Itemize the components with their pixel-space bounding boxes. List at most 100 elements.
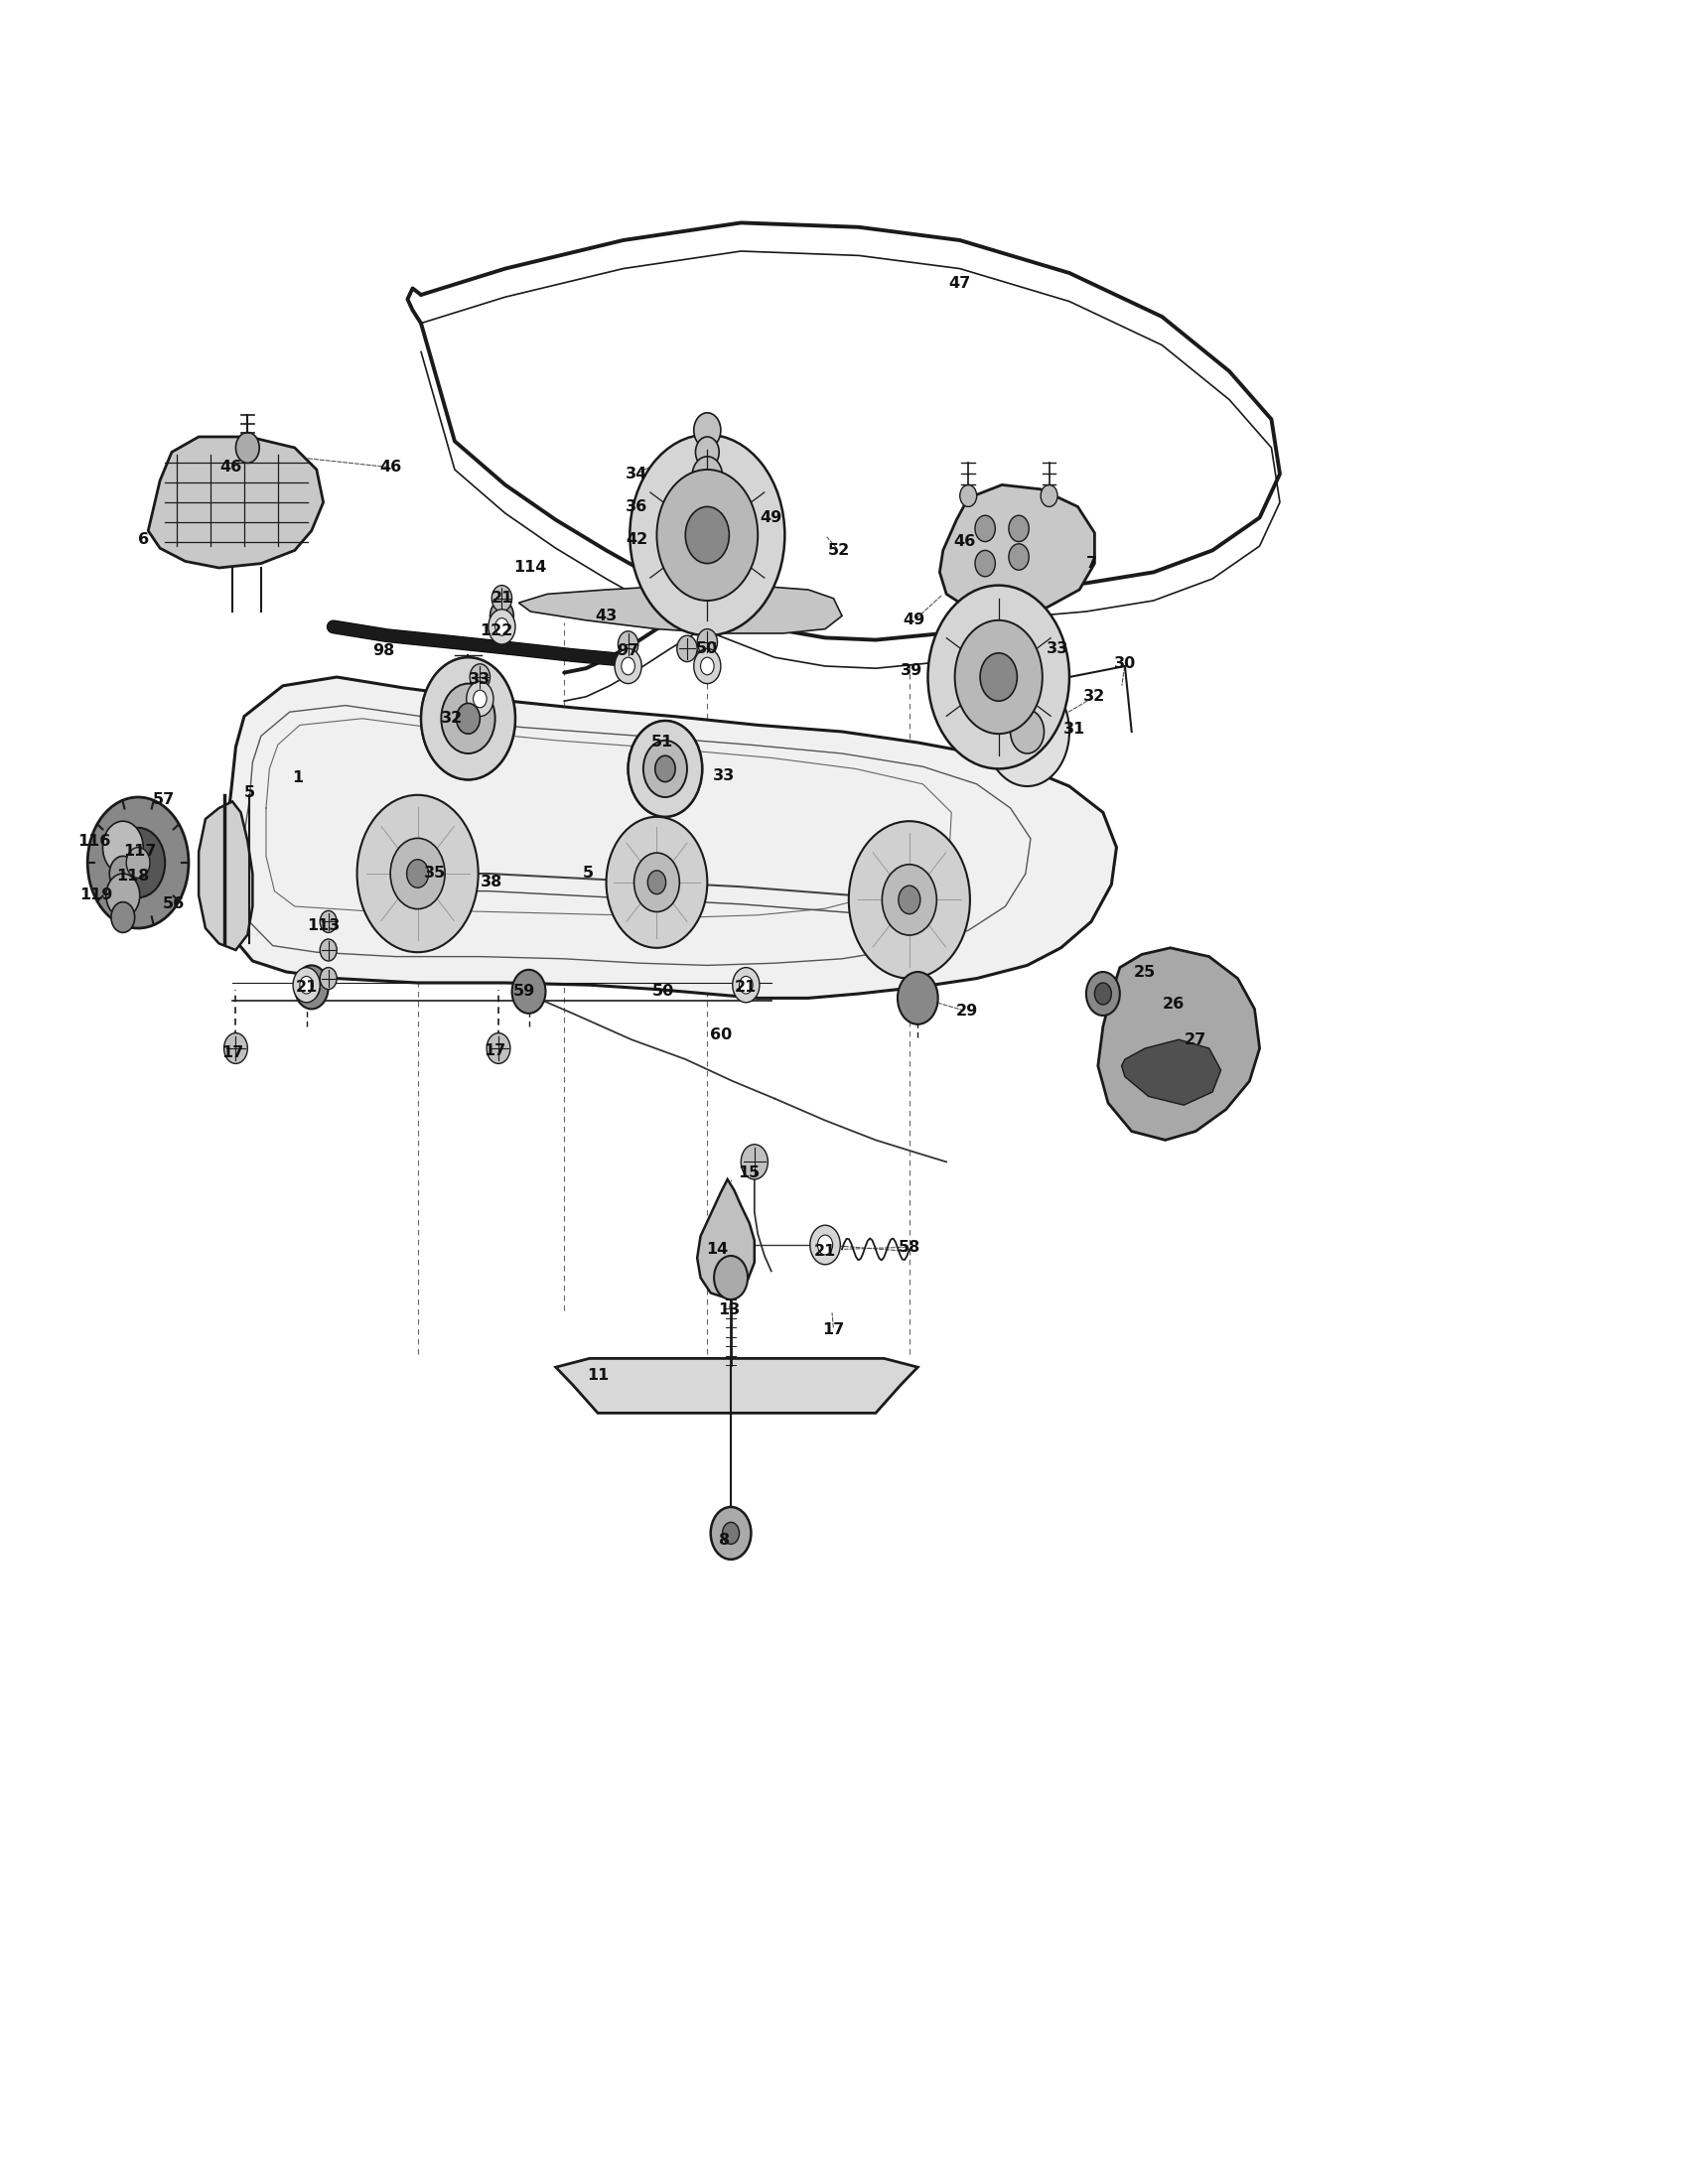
Circle shape xyxy=(975,515,995,542)
Circle shape xyxy=(648,871,665,893)
Circle shape xyxy=(1086,972,1120,1016)
Circle shape xyxy=(694,413,721,448)
Text: 33: 33 xyxy=(712,769,736,782)
Circle shape xyxy=(512,970,546,1013)
Text: 27: 27 xyxy=(1184,1033,1207,1046)
Circle shape xyxy=(628,721,702,817)
Circle shape xyxy=(448,692,488,745)
Circle shape xyxy=(456,703,480,734)
Polygon shape xyxy=(222,677,1116,998)
Text: 34: 34 xyxy=(625,467,648,480)
Polygon shape xyxy=(199,802,253,950)
Text: 57: 57 xyxy=(152,793,175,806)
Polygon shape xyxy=(1122,1040,1221,1105)
Text: 32: 32 xyxy=(1083,690,1106,703)
Text: 36: 36 xyxy=(625,500,648,513)
Circle shape xyxy=(106,874,140,917)
Text: 39: 39 xyxy=(899,664,923,677)
Text: 8: 8 xyxy=(719,1533,729,1546)
Circle shape xyxy=(652,751,679,786)
Circle shape xyxy=(733,968,759,1002)
Circle shape xyxy=(630,435,785,636)
Circle shape xyxy=(714,1256,748,1299)
Circle shape xyxy=(320,911,337,933)
Text: 49: 49 xyxy=(903,614,926,627)
Circle shape xyxy=(985,677,1069,786)
Text: 17: 17 xyxy=(483,1044,507,1057)
Circle shape xyxy=(606,817,707,948)
Circle shape xyxy=(103,821,143,874)
Text: 29: 29 xyxy=(955,1005,978,1018)
Text: 46: 46 xyxy=(219,461,242,474)
Text: 117: 117 xyxy=(123,845,157,858)
Circle shape xyxy=(685,507,729,563)
Circle shape xyxy=(1009,544,1029,570)
Text: 33: 33 xyxy=(468,673,492,686)
Circle shape xyxy=(711,1507,751,1559)
Circle shape xyxy=(694,649,721,684)
Text: 114: 114 xyxy=(514,561,547,574)
Circle shape xyxy=(615,649,642,684)
Text: 52: 52 xyxy=(827,544,850,557)
Text: 35: 35 xyxy=(423,867,446,880)
Circle shape xyxy=(473,690,487,708)
Text: 98: 98 xyxy=(372,644,396,657)
Circle shape xyxy=(643,740,687,797)
Text: 25: 25 xyxy=(1133,965,1157,978)
Text: 17: 17 xyxy=(221,1046,244,1059)
Text: 31: 31 xyxy=(1063,723,1086,736)
Circle shape xyxy=(818,1236,832,1254)
Circle shape xyxy=(701,657,714,675)
Text: 97: 97 xyxy=(616,644,640,657)
Polygon shape xyxy=(697,1179,754,1297)
Text: 21: 21 xyxy=(813,1245,837,1258)
Circle shape xyxy=(628,721,702,817)
Circle shape xyxy=(1095,983,1111,1005)
Text: 60: 60 xyxy=(709,1029,733,1042)
Text: 32: 32 xyxy=(440,712,463,725)
Text: 113: 113 xyxy=(306,919,340,933)
Circle shape xyxy=(320,939,337,961)
Circle shape xyxy=(111,828,165,898)
Text: 33: 33 xyxy=(1046,642,1069,655)
Circle shape xyxy=(487,1033,510,1064)
Polygon shape xyxy=(519,585,842,633)
Text: 1: 1 xyxy=(293,771,303,784)
Circle shape xyxy=(88,797,189,928)
Circle shape xyxy=(849,821,970,978)
Circle shape xyxy=(657,470,758,601)
Text: 26: 26 xyxy=(1162,998,1186,1011)
Circle shape xyxy=(882,865,936,935)
Text: 59: 59 xyxy=(512,985,536,998)
Text: 15: 15 xyxy=(738,1166,761,1179)
Circle shape xyxy=(488,609,515,644)
Circle shape xyxy=(898,972,938,1024)
Circle shape xyxy=(635,852,680,913)
Circle shape xyxy=(655,756,675,782)
Text: 50: 50 xyxy=(652,985,675,998)
Text: 50: 50 xyxy=(695,642,719,655)
Circle shape xyxy=(899,887,919,913)
Text: 21: 21 xyxy=(490,592,514,605)
Text: 5: 5 xyxy=(244,786,254,799)
Polygon shape xyxy=(940,485,1095,616)
Text: 119: 119 xyxy=(79,889,113,902)
Text: 46: 46 xyxy=(379,461,402,474)
Polygon shape xyxy=(148,437,323,568)
Circle shape xyxy=(236,432,259,463)
Circle shape xyxy=(490,601,514,631)
Text: 30: 30 xyxy=(1113,657,1137,670)
Circle shape xyxy=(621,657,635,675)
Circle shape xyxy=(928,585,1069,769)
Circle shape xyxy=(692,456,722,496)
Circle shape xyxy=(357,795,478,952)
Circle shape xyxy=(295,965,328,1009)
Polygon shape xyxy=(1098,948,1260,1140)
Circle shape xyxy=(677,636,697,662)
Circle shape xyxy=(320,968,337,989)
Circle shape xyxy=(391,839,445,909)
Text: 5: 5 xyxy=(583,867,593,880)
Text: 43: 43 xyxy=(594,609,618,622)
Text: 42: 42 xyxy=(625,533,648,546)
Circle shape xyxy=(955,620,1042,734)
